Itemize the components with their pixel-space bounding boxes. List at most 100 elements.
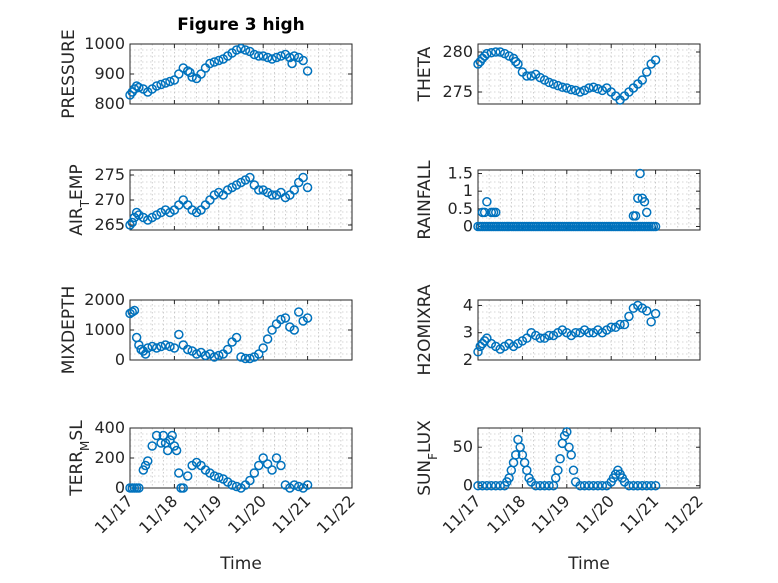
data-point — [162, 445, 173, 456]
y-tick-label: 275 — [94, 165, 125, 184]
data-point — [650, 480, 661, 491]
y-axis-label-subscript: T — [78, 199, 92, 208]
data-point — [593, 84, 603, 94]
data-point — [249, 468, 260, 478]
data-point — [249, 49, 260, 60]
data-point — [593, 480, 603, 491]
data-point — [473, 347, 483, 357]
y-axis-label: THETA — [415, 46, 435, 102]
data-point — [169, 441, 180, 451]
data-point — [258, 453, 268, 463]
data-point — [276, 460, 286, 471]
y-tick-label: 2 — [463, 350, 473, 369]
data-point — [568, 465, 579, 476]
data-point — [174, 200, 184, 210]
data-point — [240, 353, 251, 364]
data-point — [209, 57, 220, 67]
y-tick-label: 4 — [463, 295, 473, 314]
data-point — [564, 442, 574, 452]
data-point — [214, 472, 224, 483]
y-axis-label: H2OMIXRA — [415, 284, 435, 375]
data-point — [293, 481, 304, 492]
data-point — [510, 56, 521, 67]
y-axis-label: SUNFLUX — [415, 420, 440, 496]
data-point — [575, 480, 585, 491]
data-point — [619, 319, 630, 330]
data-point — [482, 480, 492, 491]
subplot-mixdepth: 0 1000 2000 MIXDEPTH — [59, 286, 353, 375]
data-point — [160, 340, 171, 350]
data-point — [129, 305, 140, 316]
data-point — [231, 332, 242, 343]
data-point — [588, 480, 599, 491]
y-axis-label-tail: LUX — [415, 420, 435, 453]
subplot-pressure: 800 900 1000 PRESSURE Figure 3 high — [59, 15, 353, 119]
data-point — [267, 54, 277, 64]
data-point — [231, 481, 242, 492]
y-tick-label: 2000 — [84, 290, 125, 309]
data-point — [579, 480, 590, 491]
y-axis-label-main: AIR — [67, 207, 87, 236]
plot-frame — [477, 43, 701, 105]
x-tick-label: 11/20 — [572, 491, 618, 537]
y-axis-label-tail: EMP — [67, 164, 87, 200]
data-point — [174, 329, 184, 340]
y-axis-label-main: H2OMIXRA — [415, 284, 435, 375]
y-axis-label-main: PRESSURE — [59, 29, 79, 118]
y-axis-label: TERRMSL — [67, 420, 92, 497]
data-point — [165, 341, 175, 352]
data-point — [254, 185, 264, 195]
data-point — [650, 308, 661, 319]
data-point — [134, 82, 144, 93]
data-point — [182, 471, 193, 481]
data-point — [258, 343, 268, 353]
data-point — [544, 77, 554, 88]
y-axis-label-main: RAINFALL — [415, 160, 435, 240]
y-tick-label: 1000 — [84, 320, 125, 339]
data-point — [526, 71, 537, 81]
data-point — [151, 343, 162, 353]
x-tick-label: 11/21 — [616, 491, 662, 537]
data-point — [140, 349, 151, 359]
data-point — [513, 434, 523, 445]
data-point — [267, 465, 277, 475]
data-point — [262, 459, 273, 469]
data-point — [557, 82, 568, 92]
data-point — [289, 185, 300, 195]
data-point — [254, 349, 264, 359]
data-point — [236, 43, 246, 54]
data-point — [555, 454, 565, 464]
data-point — [209, 471, 220, 481]
data-point — [302, 182, 313, 193]
data-point — [641, 306, 652, 316]
x-tick-label: 11/19 — [528, 491, 574, 537]
data-point — [491, 47, 501, 57]
data-point — [477, 480, 488, 491]
data-point — [147, 441, 157, 451]
plot-frame — [477, 299, 701, 361]
x-tick-label: 11/21 — [268, 491, 314, 537]
data-point — [479, 207, 490, 218]
data-point — [584, 327, 594, 338]
y-axis-label-main: MIXDEPTH — [59, 286, 79, 375]
data-point — [298, 172, 308, 183]
data-point — [302, 66, 313, 76]
data-point — [127, 307, 137, 317]
data-point — [254, 460, 264, 471]
data-point — [182, 200, 193, 210]
data-point — [482, 48, 492, 59]
y-tick-label: 400 — [94, 418, 125, 437]
data-point — [519, 457, 530, 468]
data-point — [302, 313, 313, 323]
data-point — [535, 333, 545, 343]
data-point — [293, 307, 304, 317]
data-point — [214, 55, 224, 66]
data-point — [522, 465, 532, 476]
data-point — [548, 79, 559, 89]
data-point — [276, 314, 286, 325]
x-tick-label: 11/22 — [661, 491, 707, 537]
